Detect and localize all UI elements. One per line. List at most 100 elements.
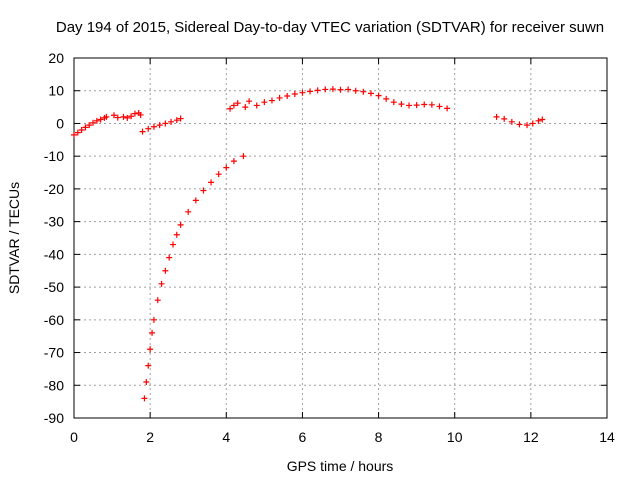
data-point <box>114 114 121 121</box>
x-tick-label: 10 <box>447 429 463 445</box>
y-tick-label: -30 <box>44 214 64 230</box>
data-point <box>145 362 152 369</box>
data-point <box>124 114 131 121</box>
data-point <box>192 197 199 204</box>
data-point <box>535 117 542 124</box>
data-point <box>367 90 374 97</box>
data-point <box>508 118 515 125</box>
data-point <box>156 122 163 129</box>
x-axis-label: GPS time / hours <box>287 458 394 474</box>
y-axis-label: SDTVAR / TECUs <box>6 182 22 294</box>
data-point <box>93 117 100 124</box>
y-tick-label: -50 <box>44 279 64 295</box>
data-point <box>240 153 247 160</box>
data-point <box>428 101 435 108</box>
grid <box>74 58 607 418</box>
data-point <box>166 254 173 261</box>
data-point <box>227 105 234 112</box>
data-point <box>74 129 81 136</box>
data-point <box>234 100 241 107</box>
data-point <box>230 158 237 165</box>
data-point <box>168 118 175 125</box>
data-point <box>246 98 253 105</box>
data-point <box>137 111 144 118</box>
data-point <box>173 117 180 124</box>
x-tick-label: 12 <box>523 429 539 445</box>
data-point <box>230 102 237 109</box>
data-point <box>147 346 154 353</box>
data-point <box>82 124 89 131</box>
data-point <box>78 127 85 133</box>
data-point <box>145 125 152 132</box>
data-point <box>436 103 443 110</box>
data-point <box>86 122 93 129</box>
data-point <box>501 115 508 122</box>
data-point <box>539 116 546 123</box>
y-tick-label: -10 <box>44 148 64 164</box>
data-point <box>150 316 157 323</box>
data-point <box>375 92 382 99</box>
data-point <box>169 241 176 248</box>
x-tick-label: 8 <box>375 429 383 445</box>
data-point <box>162 120 169 127</box>
data-point <box>223 164 230 171</box>
y-tick-label: -90 <box>44 410 64 426</box>
data-point <box>390 99 397 106</box>
y-tick-label: -70 <box>44 345 64 361</box>
x-tick-label: 4 <box>222 429 230 445</box>
x-tick-label: 2 <box>146 429 154 445</box>
x-tick-label: 6 <box>299 429 307 445</box>
data-point <box>173 231 180 238</box>
data-point <box>242 104 249 111</box>
data-point <box>200 187 207 194</box>
data-point <box>149 329 156 336</box>
y-tick-label: -40 <box>44 246 64 262</box>
data-point <box>493 113 500 120</box>
data-point <box>110 112 117 119</box>
data-point <box>529 120 536 127</box>
data-point <box>383 95 390 102</box>
y-tick-label: -80 <box>44 377 64 393</box>
y-tick-label: -60 <box>44 312 64 328</box>
data-point <box>253 102 260 109</box>
data-point <box>524 122 531 129</box>
y-tick-label: -20 <box>44 181 64 197</box>
data-point <box>120 113 127 120</box>
data-point <box>329 86 336 93</box>
x-tick-label: 14 <box>599 429 615 445</box>
data-point <box>90 119 97 126</box>
data-point <box>208 179 215 186</box>
data-point <box>103 113 110 120</box>
data-point <box>516 121 523 128</box>
data-point <box>268 97 275 104</box>
data-point <box>97 116 104 123</box>
chart-title: Day 194 of 2015, Sidereal Day-to-day VTE… <box>56 19 604 36</box>
data-point <box>154 297 161 304</box>
data-point <box>177 221 184 228</box>
data-point <box>413 102 420 109</box>
data-point <box>345 86 352 93</box>
data-point <box>150 123 157 130</box>
data-point <box>291 91 298 97</box>
data-point <box>158 280 165 287</box>
data-point <box>162 267 169 274</box>
data-point <box>141 395 148 402</box>
data-point <box>444 105 451 112</box>
data-point <box>314 87 321 94</box>
data-point <box>215 171 222 178</box>
data-points <box>71 86 546 402</box>
data-point <box>177 115 184 122</box>
data-point <box>276 94 283 101</box>
y-tick-label: 10 <box>48 83 64 99</box>
data-point <box>398 101 405 108</box>
data-point <box>139 128 146 135</box>
axis-ticks: 0 2 4 6 8 10 12 14 20 10 0 -10 -20 -30 -40 -50 -60 -70 -80… <box>44 50 615 445</box>
y-tick-label: 0 <box>56 115 64 131</box>
data-point <box>128 113 135 120</box>
data-point <box>299 89 306 96</box>
data-point <box>307 88 314 95</box>
data-point <box>185 208 192 215</box>
data-point <box>360 88 367 95</box>
data-point <box>71 131 77 138</box>
